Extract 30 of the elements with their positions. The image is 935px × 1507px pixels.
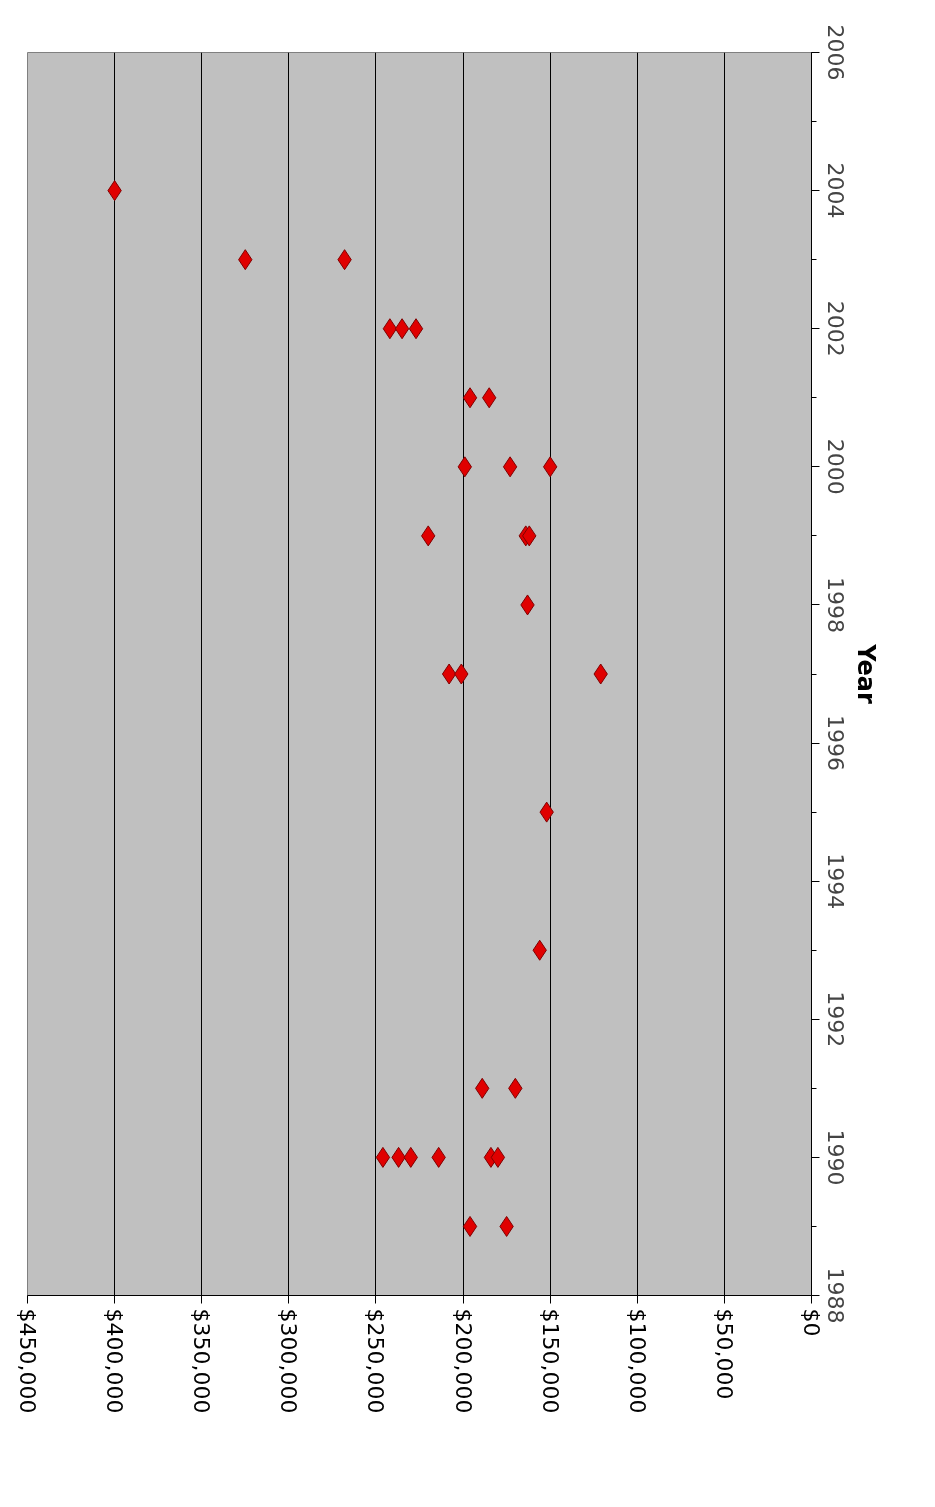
x-tick-label: $450,000 [15,1308,40,1414]
x-tick-label: $100,000 [624,1308,650,1414]
x-tick-label: $50,000 [711,1308,737,1400]
y-tick-label: 2000 [822,438,848,495]
point [462,1215,478,1237]
x-tick-label: $350,000 [189,1308,215,1414]
point [490,1146,506,1168]
x-tick-label: $250,000 [363,1308,389,1414]
y-axis-title: Year [851,643,880,704]
point [382,318,398,340]
point [408,318,424,340]
point [462,387,478,409]
y-tick-label: 1994 [822,853,848,910]
point [502,456,518,478]
y-tick-label: 1988 [822,1267,848,1324]
x-tick-label: $400,000 [102,1308,128,1414]
x-tick-label: $0 [799,1308,824,1337]
y-tick-label: 2004 [822,162,848,219]
x-tick-label: $150,000 [537,1308,563,1414]
y-tick-label: 1998 [822,576,848,633]
y-tick-label: 1992 [822,991,848,1048]
y-tick-label: 2002 [822,300,848,357]
y-tick-label: 1990 [822,1129,848,1186]
point [375,1146,391,1168]
y-tick-label: 2006 [822,24,848,81]
point [441,663,457,685]
point [394,318,410,340]
x-tick-label: $200,000 [450,1308,476,1414]
x-tick-label: $300,000 [276,1308,302,1414]
y-tick-label: 1996 [822,715,848,772]
